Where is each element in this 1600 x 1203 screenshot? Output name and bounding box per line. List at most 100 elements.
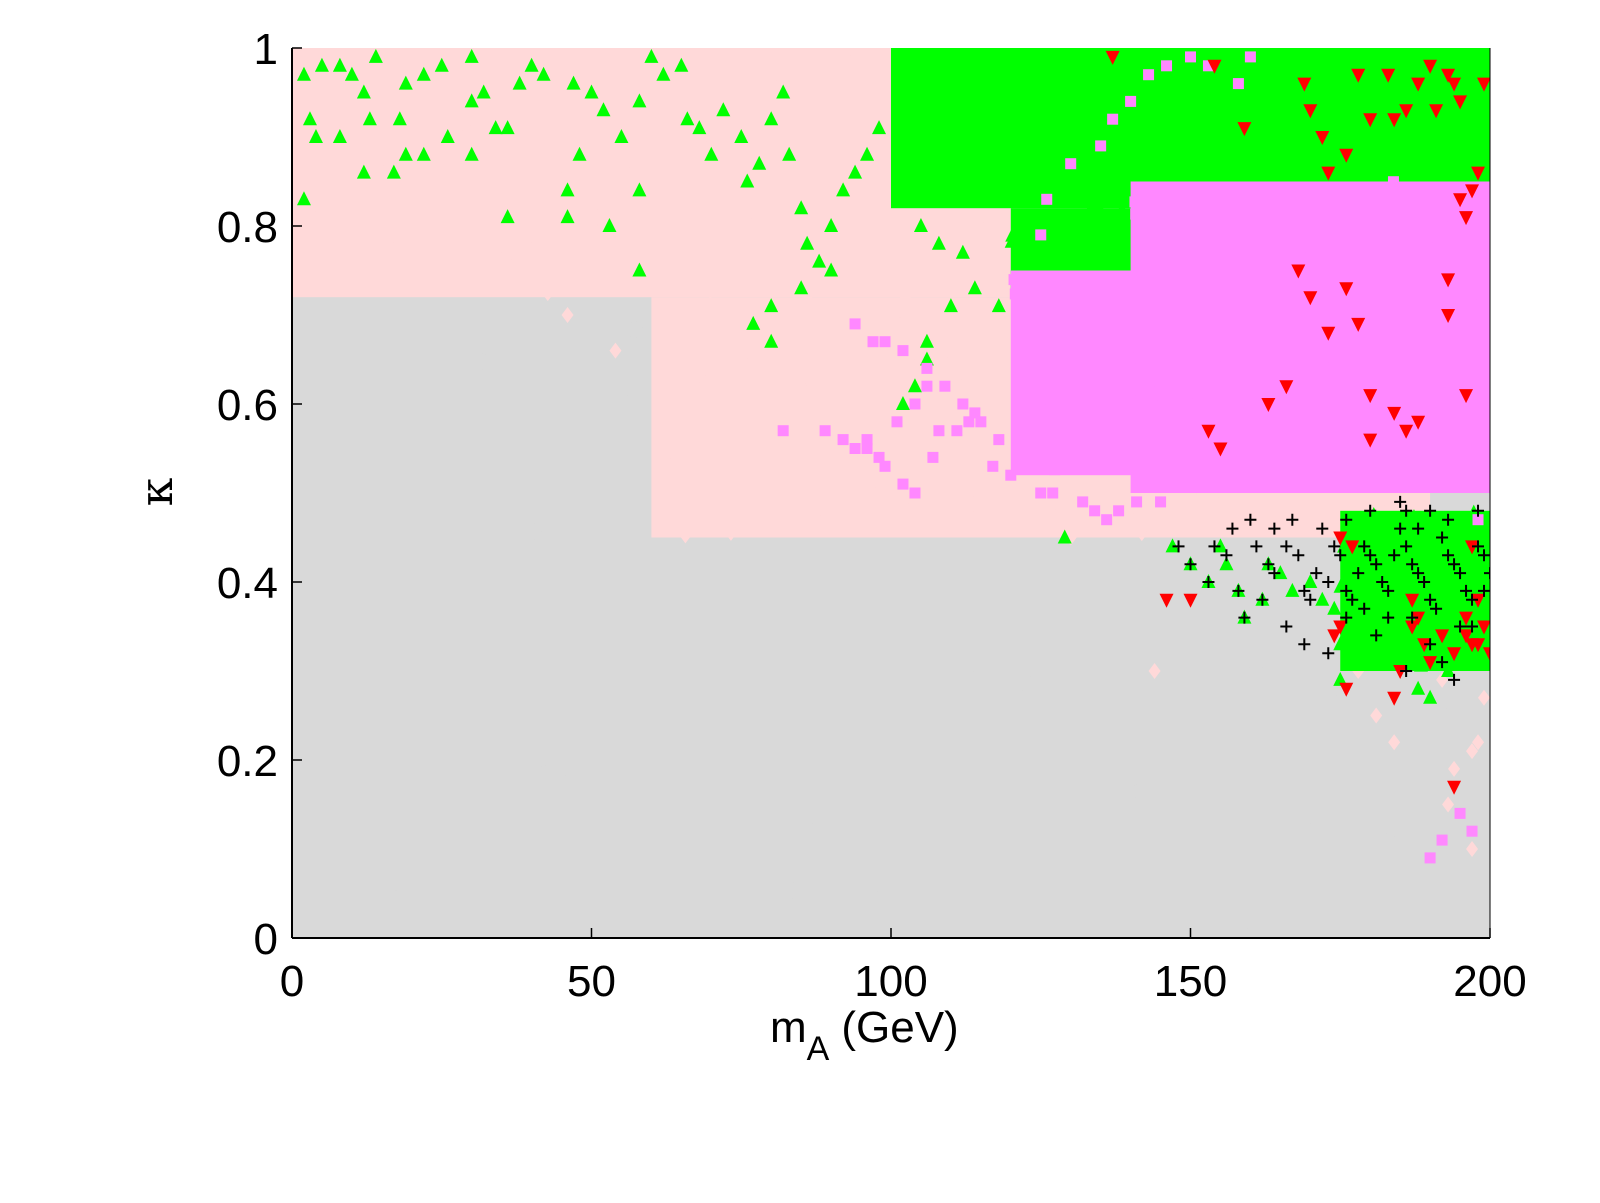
triangle-up-marker	[919, 333, 934, 348]
triangle-up-marker	[894, 83, 909, 98]
triangle-down-marker	[1441, 68, 1456, 83]
triangle-up-marker	[1279, 52, 1294, 67]
triangle-up-marker	[1374, 595, 1389, 610]
square-marker	[1118, 397, 1130, 409]
triangle-down-marker	[1441, 273, 1456, 288]
plus-marker	[1460, 584, 1473, 597]
diamond-marker	[893, 317, 906, 334]
triangle-up-marker	[860, 146, 875, 161]
triangle-up-marker	[440, 129, 455, 143]
triangle-up-marker	[1411, 529, 1426, 544]
diamond-marker	[1100, 493, 1113, 510]
triangle-up-marker	[1116, 108, 1131, 123]
triangle-down-marker	[1363, 389, 1378, 404]
square-marker	[849, 318, 861, 330]
triangle-up-marker	[984, 48, 999, 56]
plus-marker	[1430, 602, 1443, 615]
plus-marker	[1340, 584, 1353, 597]
square-marker	[909, 398, 921, 410]
square-marker	[1011, 443, 1023, 454]
triangle-up-marker	[602, 218, 617, 232]
triangle-up-marker	[1086, 202, 1101, 217]
triangle-down-marker	[1471, 638, 1486, 653]
data-marks	[292, 48, 1490, 938]
triangle-up-marker	[716, 102, 731, 117]
circle-marker	[1384, 820, 1401, 837]
plus-marker	[1370, 558, 1383, 571]
square-marker	[1028, 272, 1040, 284]
triangle-up-marker	[969, 127, 984, 142]
triangle-up-marker	[939, 69, 954, 84]
diamond-marker	[711, 254, 724, 271]
square-marker	[897, 478, 909, 490]
triangle-up-marker	[1029, 259, 1044, 274]
triangle-up-marker	[800, 235, 815, 250]
plus-marker	[1364, 549, 1377, 562]
triangle-up-marker	[1441, 663, 1456, 677]
triangle-up-marker	[1013, 117, 1028, 132]
triangle-up-marker	[1243, 81, 1258, 96]
plus-marker	[1256, 593, 1269, 606]
triangle-up-marker	[895, 396, 910, 410]
square-marker	[879, 336, 891, 348]
diamond-marker	[1132, 506, 1145, 523]
diamond-marker	[757, 268, 770, 285]
square-marker	[1317, 213, 1329, 225]
diamond-marker	[788, 196, 801, 213]
triangle-down-marker	[1387, 406, 1402, 421]
triangle-up-marker	[740, 173, 755, 188]
triangle-up-marker	[1219, 556, 1234, 571]
x-axis-label-unit: (GeV)	[841, 1003, 958, 1052]
plus-marker	[1304, 593, 1317, 606]
triangle-down-marker	[1321, 326, 1336, 341]
series-square	[777, 51, 1490, 864]
diamond-marker	[710, 117, 723, 134]
plus-marker	[1406, 558, 1419, 571]
triangle-up-marker	[674, 57, 689, 72]
plus-marker	[1298, 638, 1311, 651]
diamond-marker	[506, 235, 519, 252]
triangle-up-marker	[1374, 638, 1389, 653]
triangle-up-marker	[572, 146, 587, 161]
square-marker	[1472, 514, 1484, 526]
diamond-marker	[355, 72, 368, 89]
triangle-up-marker	[362, 111, 377, 126]
square-marker	[867, 336, 879, 348]
triangle-up-marker	[1435, 165, 1450, 180]
diamond-marker	[1478, 689, 1490, 706]
square-marker	[1127, 341, 1139, 353]
x-axis-label-main: m	[770, 1003, 807, 1052]
diamond-marker	[772, 150, 785, 167]
diamond-marker	[1442, 796, 1455, 813]
triangle-up-marker	[955, 244, 970, 259]
square-marker	[1232, 78, 1244, 90]
square-marker	[1045, 393, 1057, 405]
diamond-marker	[861, 119, 874, 136]
y-tick-label: 0.6	[217, 381, 278, 430]
circle-marker	[308, 552, 325, 569]
diamond-marker	[716, 195, 729, 212]
triangle-up-marker	[356, 84, 371, 99]
triangle-up-marker	[1423, 570, 1438, 585]
triangle-up-marker	[764, 333, 779, 348]
square-marker	[1110, 320, 1122, 332]
plus-marker	[1220, 549, 1233, 562]
triangle-up-marker	[872, 120, 887, 135]
triangle-up-marker	[1240, 154, 1255, 169]
square-marker	[777, 425, 789, 437]
plus-marker	[1280, 540, 1293, 553]
diamond-marker	[1207, 489, 1220, 506]
triangle-up-marker	[1465, 562, 1480, 577]
triangle-up-marker	[1411, 680, 1426, 695]
square-marker	[861, 434, 873, 446]
triangle-up-marker	[1366, 117, 1381, 132]
triangle-up-marker	[947, 85, 962, 100]
triangle-up-marker	[1314, 116, 1329, 131]
square-marker	[837, 434, 849, 446]
plus-marker	[1424, 638, 1437, 651]
plus-marker	[1466, 593, 1479, 606]
triangle-up-marker	[1480, 604, 1490, 619]
square-marker	[1203, 294, 1215, 306]
square-marker	[1216, 360, 1228, 372]
y-tick-label: 0.2	[217, 737, 278, 786]
